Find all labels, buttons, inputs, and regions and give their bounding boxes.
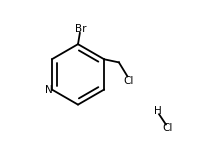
Text: N: N xyxy=(44,84,52,95)
Text: Cl: Cl xyxy=(123,76,133,86)
Text: Cl: Cl xyxy=(162,123,172,133)
Text: Br: Br xyxy=(75,24,86,34)
Text: H: H xyxy=(154,106,162,116)
